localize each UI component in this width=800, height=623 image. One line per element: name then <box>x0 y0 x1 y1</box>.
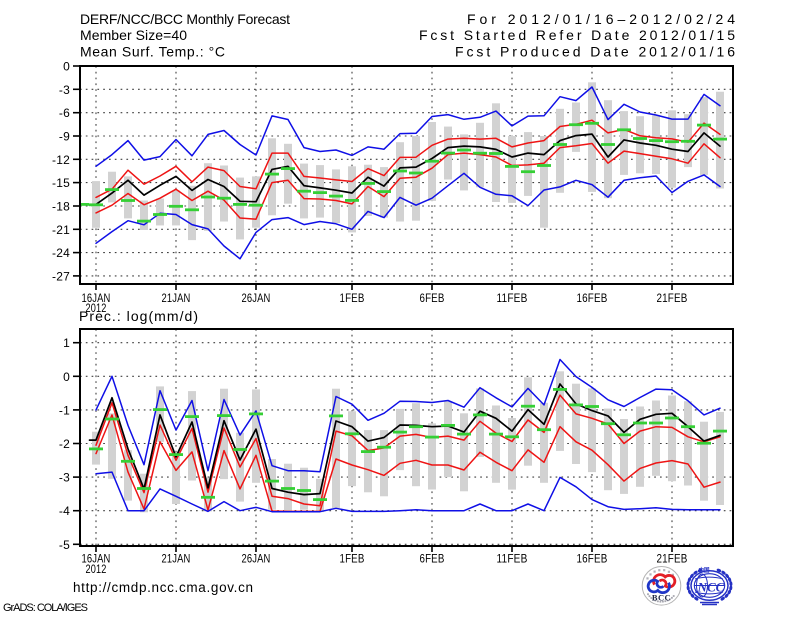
svg-text:-2: -2 <box>59 437 70 451</box>
svg-text:Fcst Produced Date 2012/01/16: Fcst Produced Date 2012/01/16 <box>455 44 735 60</box>
svg-text:26JAN: 26JAN <box>242 291 271 305</box>
svg-text:-1: -1 <box>59 403 70 417</box>
svg-text:DERF/NCC/BCC Monthly Forecast: DERF/NCC/BCC Monthly Forecast <box>80 11 290 27</box>
svg-text:16FEB: 16FEB <box>577 291 608 305</box>
svg-text:中国: 中国 <box>698 566 710 574</box>
svg-text:-3: -3 <box>59 471 70 485</box>
svg-text:Mean Surf. Temp.: °C: Mean Surf. Temp.: °C <box>80 44 225 60</box>
svg-text:BCC: BCC <box>652 593 671 603</box>
svg-text:21JAN: 21JAN <box>162 291 191 305</box>
svg-text:-6: -6 <box>59 106 70 120</box>
svg-text:Fcst Started Refer Date 2012/0: Fcst Started Refer Date 2012/01/15 <box>419 27 735 43</box>
svg-text:-27: -27 <box>52 269 70 283</box>
svg-text:16JAN: 16JAN <box>82 291 111 305</box>
svg-text:-18: -18 <box>52 200 70 214</box>
svg-text:11FEB: 11FEB <box>497 291 528 305</box>
svg-text:http://cmdp.ncc.cma.gov.cn: http://cmdp.ncc.cma.gov.cn <box>73 580 253 595</box>
svg-text:NCC: NCC <box>697 580 725 595</box>
svg-text:2012: 2012 <box>86 562 107 576</box>
svg-text:-21: -21 <box>52 223 70 237</box>
svg-text:16FEB: 16FEB <box>577 552 608 566</box>
svg-text:-5: -5 <box>59 538 70 552</box>
svg-text:1FEB: 1FEB <box>340 291 365 305</box>
svg-text:16JAN: 16JAN <box>82 552 111 566</box>
svg-text:1FEB: 1FEB <box>340 552 365 566</box>
svg-text:21JAN: 21JAN <box>162 552 191 566</box>
svg-text:26JAN: 26JAN <box>242 552 271 566</box>
svg-text:2012: 2012 <box>86 301 107 315</box>
svg-text:Prec.: log(mm/d): Prec.: log(mm/d) <box>79 308 198 324</box>
svg-text:Member Size=40: Member Size=40 <box>80 27 187 43</box>
svg-text:-15: -15 <box>52 176 70 190</box>
svg-text:1: 1 <box>63 336 70 350</box>
svg-text:-12: -12 <box>52 153 70 167</box>
svg-text:-4: -4 <box>59 504 70 518</box>
svg-text:6FEB: 6FEB <box>420 291 445 305</box>
svg-text:-9: -9 <box>59 130 70 144</box>
svg-text:0: 0 <box>63 370 70 384</box>
svg-text:-3: -3 <box>59 83 70 97</box>
svg-text:For 2012/01/16–2012/02/24: For 2012/01/16–2012/02/24 <box>467 11 735 27</box>
svg-text:11FEB: 11FEB <box>497 552 528 566</box>
svg-text:21FEB: 21FEB <box>657 552 688 566</box>
svg-text:6FEB: 6FEB <box>420 552 445 566</box>
svg-text:21FEB: 21FEB <box>657 291 688 305</box>
svg-text:-24: -24 <box>52 246 70 260</box>
svg-text:0: 0 <box>63 60 70 74</box>
svg-text:GrADS: COLA/IGES: GrADS: COLA/IGES <box>3 602 88 614</box>
